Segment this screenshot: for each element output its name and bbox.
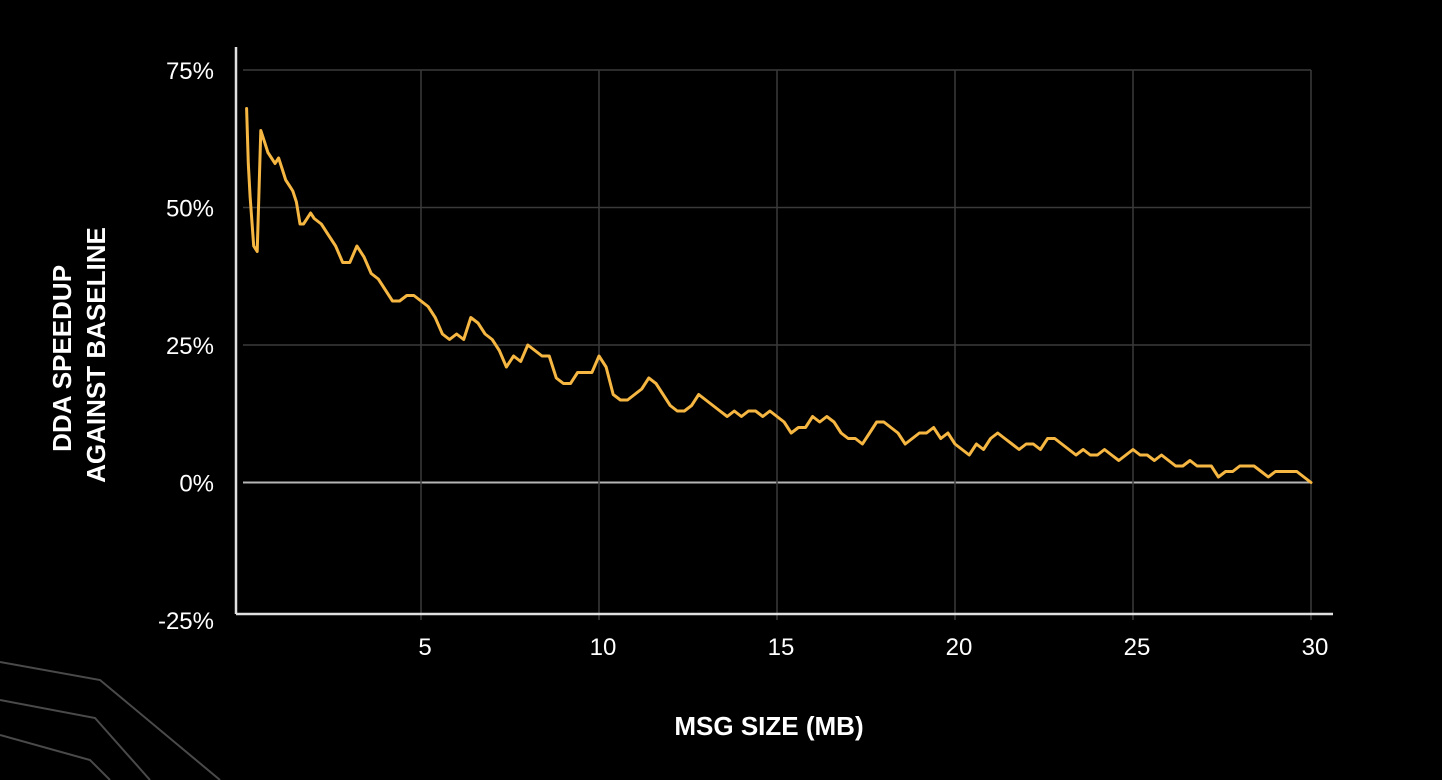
series-group — [245, 107, 1313, 484]
series-line — [245, 107, 1313, 484]
y-tick-label: 75% — [166, 58, 214, 85]
y-tick-label: 0% — [179, 471, 214, 498]
x-tick-label: 5 — [418, 634, 431, 661]
y-axis-title: DDA SPEEDUP AGAINST BASELINE — [47, 227, 111, 483]
x-tick-label: 25 — [1124, 634, 1151, 661]
x-tick-label: 15 — [768, 634, 795, 661]
x-tick-label: 20 — [946, 634, 973, 661]
axes — [234, 47, 1333, 616]
y-axis-title-line-2: AGAINST BASELINE — [81, 227, 111, 483]
x-tick-label: 30 — [1302, 634, 1329, 661]
y-tick-label: 25% — [166, 333, 214, 360]
x-tick-label: 10 — [590, 634, 617, 661]
corner-decoration — [0, 661, 221, 780]
y-axis-title-line-1: DDA SPEEDUP — [47, 265, 77, 452]
labels: 75% 50% 25% 0% -25% 5 10 15 20 25 30 — [158, 58, 1328, 661]
y-tick-label: -25% — [158, 608, 214, 635]
grid — [243, 69, 1312, 620]
x-axis-title: MSG SIZE (MB) — [674, 711, 863, 741]
y-tick-label: 50% — [166, 196, 214, 223]
